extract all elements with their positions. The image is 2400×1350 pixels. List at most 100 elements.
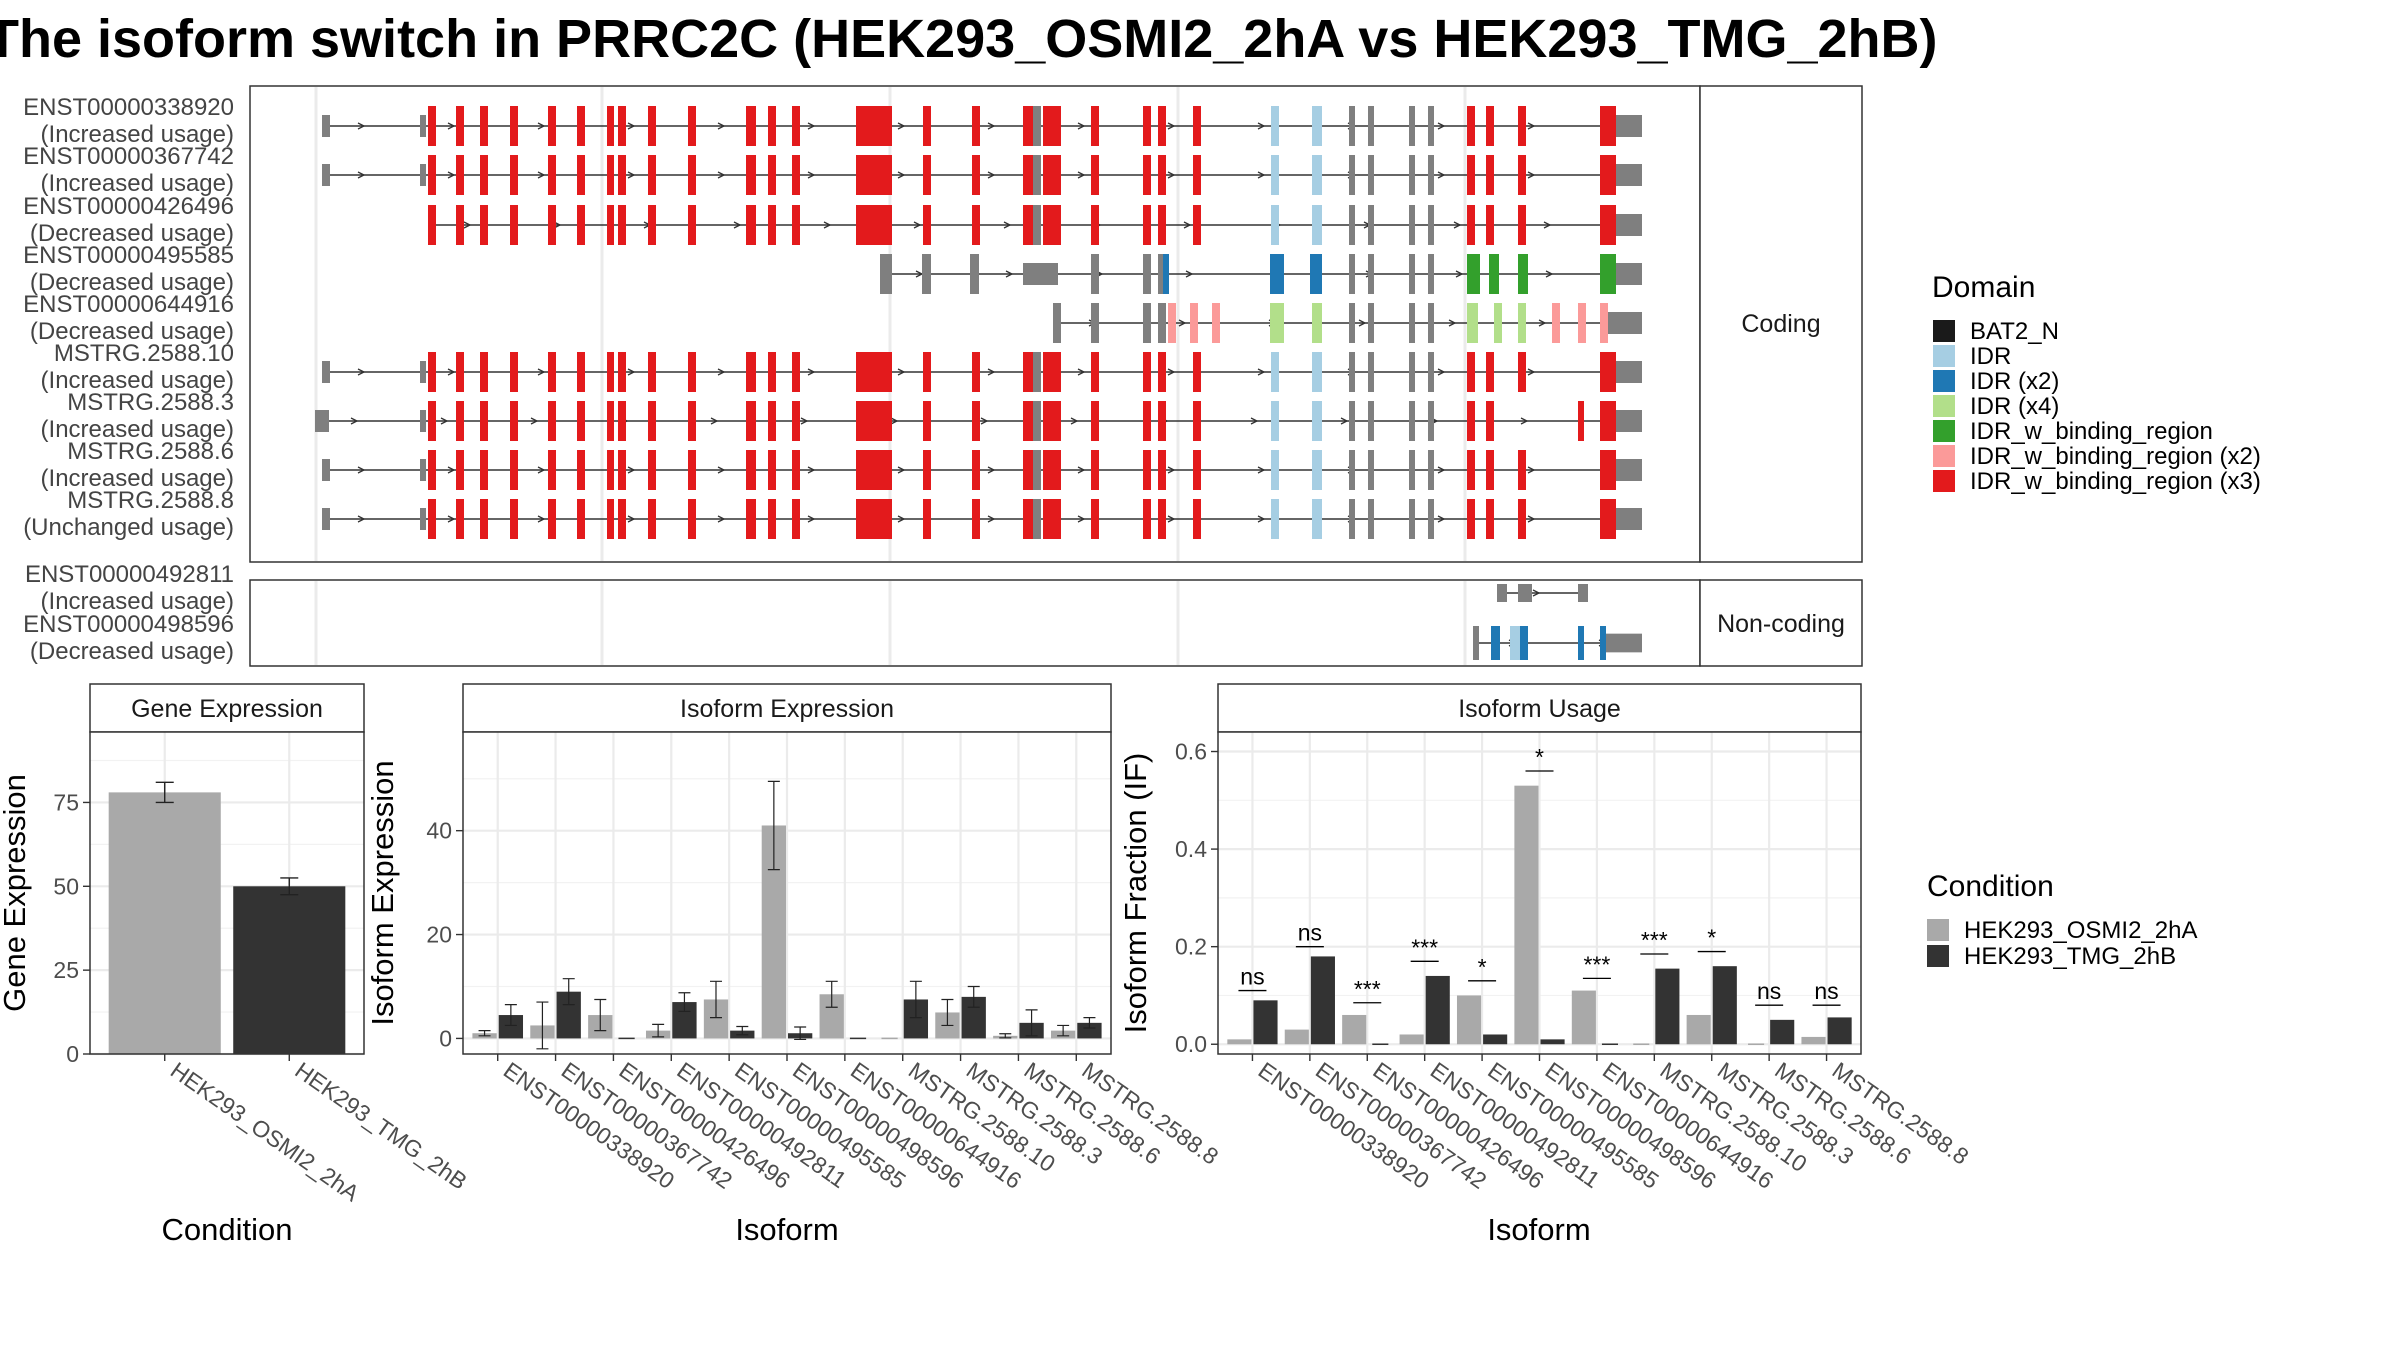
- exon-block: [923, 352, 931, 392]
- transcript-usage: (Increased usage): [41, 170, 234, 197]
- panel-title: Isoform Expression: [680, 695, 894, 723]
- error-bar: [794, 1026, 807, 1041]
- exon-block: [1271, 352, 1279, 392]
- y-tick-label: 50: [53, 873, 79, 899]
- transcript-usage: (Increased usage): [41, 367, 234, 394]
- transcript-usage: (Decreased usage): [30, 318, 234, 345]
- exon-block: [1023, 450, 1033, 490]
- exon-block: [1193, 205, 1201, 245]
- exon-block: [1043, 155, 1061, 195]
- exon-block: [972, 155, 980, 195]
- exon-block: [548, 106, 556, 146]
- strand-arrow: [447, 515, 456, 523]
- exon-block: [1467, 254, 1480, 294]
- error-bar: [999, 1033, 1012, 1039]
- bar: [1514, 785, 1539, 1045]
- exon-block: [1409, 254, 1415, 294]
- strand-arrow: [913, 221, 922, 229]
- bar: [1310, 956, 1335, 1045]
- legend-swatch: [1933, 320, 1955, 342]
- panel-title: Isoform Usage: [1458, 695, 1621, 723]
- strand-arrow: [1453, 221, 1462, 229]
- exon-block: [1312, 106, 1322, 146]
- strand-arrow: [717, 466, 726, 474]
- utr-block: [420, 164, 426, 186]
- exon-block: [1143, 106, 1151, 146]
- bar: [1342, 1014, 1367, 1045]
- transcript-track: [322, 106, 1642, 146]
- exon-block: [1043, 499, 1061, 539]
- transcript-id: ENST00000338920: [23, 94, 234, 121]
- exon-block: [1486, 352, 1494, 392]
- exon-block: [768, 106, 776, 146]
- error-bar: [478, 1030, 491, 1037]
- exon-block: [1467, 303, 1478, 343]
- exon-block: [923, 205, 931, 245]
- noncoding-grid: [314, 581, 1467, 665]
- exon-block: [1368, 205, 1374, 245]
- exon-block: [1600, 106, 1616, 146]
- transcript-id: ENST00000498596: [23, 611, 234, 638]
- bar: [1571, 990, 1596, 1045]
- strand-arrow: [537, 466, 546, 474]
- utr-block: [322, 164, 330, 186]
- legend-swatch: [1933, 420, 1955, 442]
- exon-block: [618, 155, 626, 195]
- exon-block: [1091, 254, 1099, 294]
- strand-arrow: [807, 466, 816, 474]
- exon-block: [1033, 205, 1041, 245]
- strand-arrow: [1257, 122, 1266, 130]
- exon-block: [688, 499, 696, 539]
- exon-block: [1428, 450, 1434, 490]
- exon-block: [428, 155, 436, 195]
- exon-block: [1606, 633, 1642, 653]
- exon-block: [1518, 450, 1526, 490]
- exon-block: [1023, 263, 1058, 285]
- exon-block: [1043, 106, 1061, 146]
- strand-arrow: [1448, 319, 1457, 327]
- exon-block: [1193, 106, 1201, 146]
- exon-block: [607, 155, 614, 195]
- exon-block: [1091, 303, 1099, 343]
- y-tick-label: 0.2: [1175, 934, 1207, 960]
- exon-block: [1143, 401, 1151, 441]
- exon-block: [688, 450, 696, 490]
- exon-block: [1600, 303, 1608, 343]
- exon-block: [1270, 254, 1284, 294]
- exon-block: [1518, 106, 1526, 146]
- strand-arrow: [1520, 417, 1529, 425]
- exon-block: [1578, 401, 1584, 441]
- exon-block: [456, 499, 464, 539]
- exon-block: [1616, 164, 1642, 186]
- exon-block: [792, 450, 800, 490]
- exon-block: [1163, 254, 1169, 294]
- exon-block: [1497, 584, 1507, 602]
- strand-arrow: [987, 515, 996, 523]
- exon-block: [548, 352, 556, 392]
- exon-block: [1510, 626, 1520, 660]
- exon-block: [1091, 155, 1099, 195]
- exon-block: [480, 205, 488, 245]
- exon-block: [922, 254, 931, 294]
- coding-strip: [1699, 85, 1863, 563]
- legend-label: IDR_w_binding_region (x3): [1970, 468, 2261, 495]
- exon-block: [1616, 459, 1642, 481]
- exon-block: [746, 205, 756, 245]
- strand-arrow: [1527, 171, 1536, 179]
- exon-block: [1023, 401, 1033, 441]
- exon-block: [577, 450, 585, 490]
- transcript-label: ENST00000338920(Increased usage): [23, 94, 234, 148]
- exon-block: [1312, 499, 1322, 539]
- exon-block: [648, 352, 656, 392]
- exon-block: [792, 205, 800, 245]
- exon-block: [1271, 205, 1279, 245]
- exon-block: [1578, 303, 1586, 343]
- exon-block: [548, 401, 556, 441]
- exon-block: [792, 499, 800, 539]
- strand-arrow: [1455, 270, 1464, 278]
- exon-block: [1158, 352, 1166, 392]
- exon-block: [1473, 626, 1479, 660]
- exon-block: [1193, 499, 1201, 539]
- exon-block: [746, 450, 756, 490]
- exon-block: [1518, 205, 1526, 245]
